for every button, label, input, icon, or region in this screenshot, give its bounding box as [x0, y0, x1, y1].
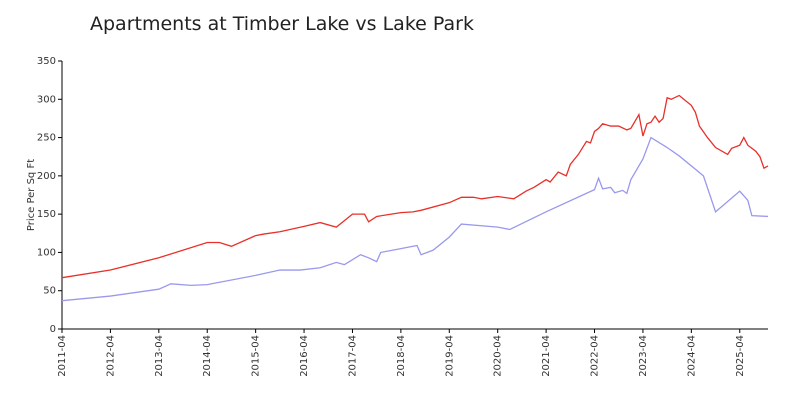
y-tick-label: 150: [37, 209, 56, 220]
y-tick-label: 350: [37, 56, 56, 67]
series-line: [61, 136, 769, 302]
x-tick-label: 2012-04: [105, 335, 116, 377]
x-tick-label: 2019-04: [444, 335, 455, 377]
x-tick-label: 2025-04: [735, 335, 746, 377]
x-tick-label: 2015-04: [251, 335, 262, 377]
x-tick-label: 2024-04: [686, 335, 697, 377]
x-tick-label: 2022-04: [590, 335, 601, 377]
y-tick-label: 50: [43, 286, 56, 297]
series-line: [61, 94, 769, 279]
chart-title: Apartments at Timber Lake vs Lake Park: [90, 13, 474, 35]
y-tick-label: 250: [37, 133, 56, 144]
x-tick-label: 2014-04: [202, 335, 213, 377]
x-tick-label: 2011-04: [57, 335, 68, 377]
y-axis-label: Price Per Sq Ft: [26, 159, 37, 231]
x-tick-label: 2023-04: [638, 335, 649, 377]
y-tick-label: 200: [37, 171, 56, 182]
x-tick-label: 2018-04: [396, 335, 407, 377]
x-tick-label: 2021-04: [541, 335, 552, 377]
x-tick-label: 2017-04: [347, 335, 358, 377]
x-tick-label: 2020-04: [493, 335, 504, 377]
y-tick-label: 0: [50, 324, 56, 335]
y-tick-label: 100: [37, 247, 56, 258]
y-tick-label: 300: [37, 94, 56, 105]
x-tick-label: 2013-04: [154, 335, 165, 377]
x-tick-label: 2016-04: [299, 335, 310, 377]
